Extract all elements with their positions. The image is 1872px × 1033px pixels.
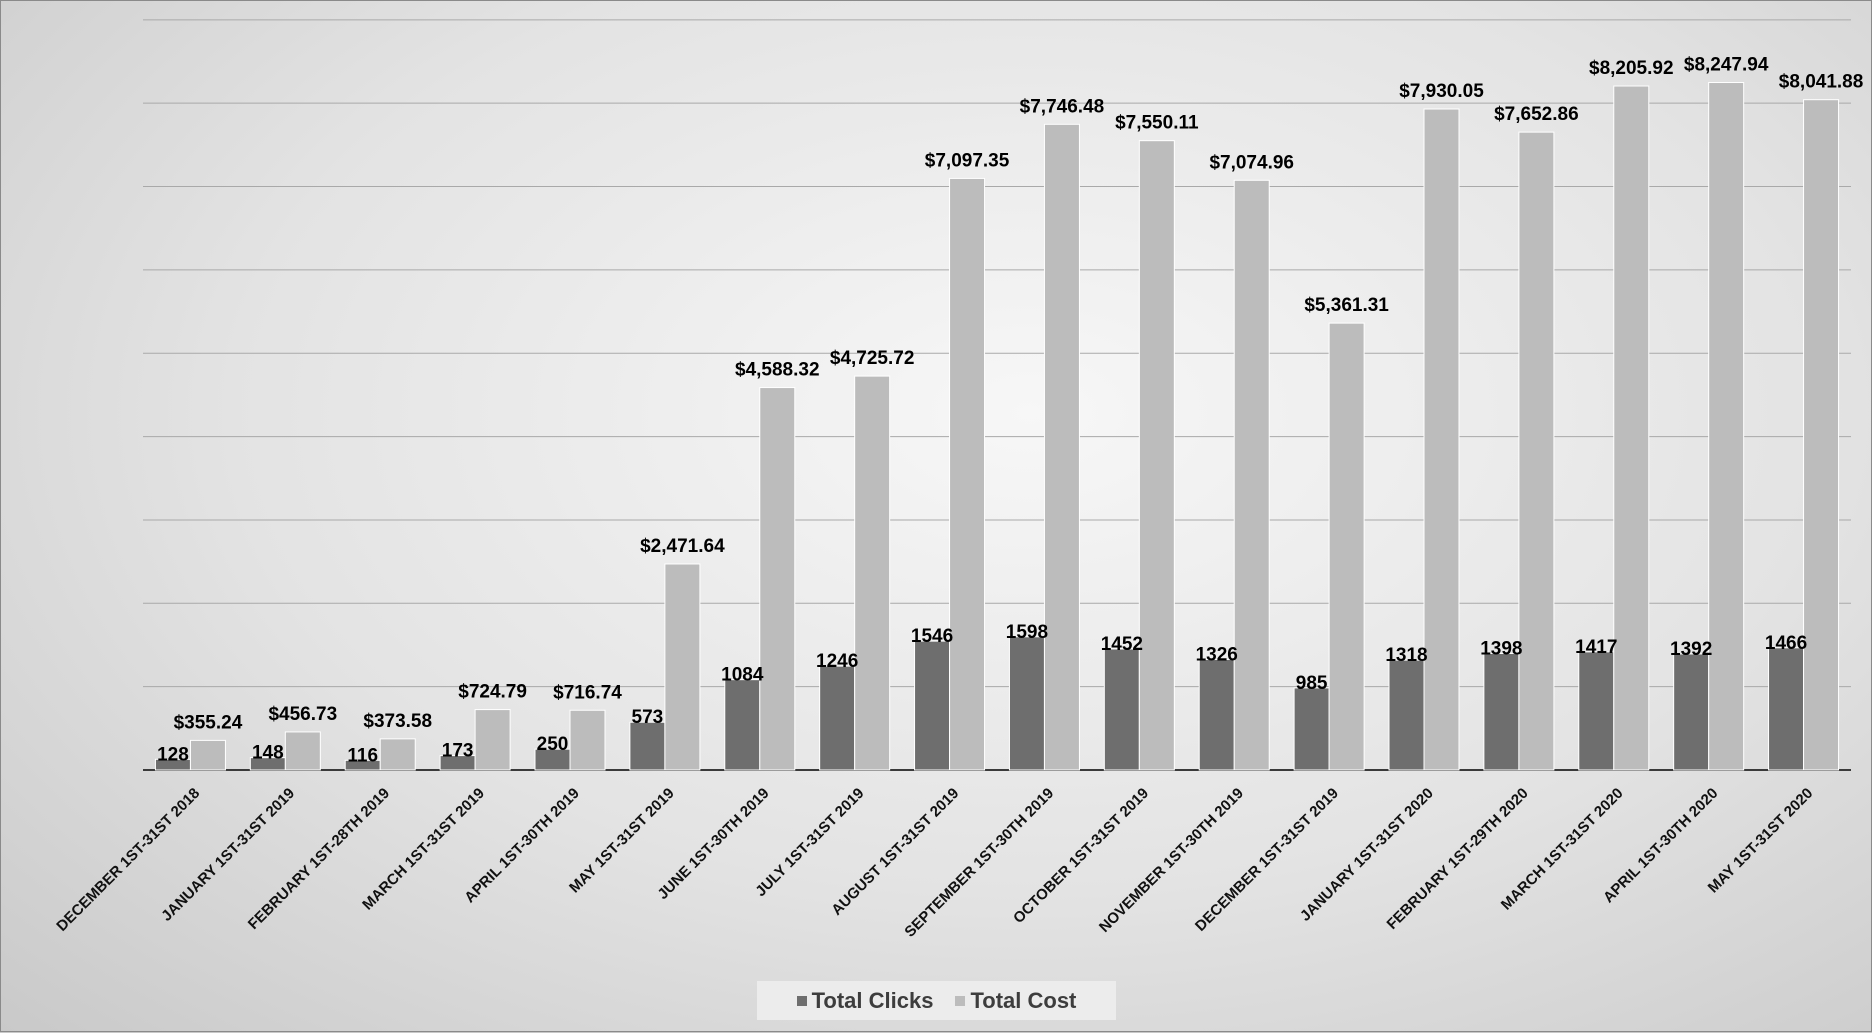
bar-total-cost	[759, 387, 796, 771]
bar-total-cost	[1803, 99, 1840, 771]
bar-total-cost	[854, 375, 891, 771]
data-label-total-clicks: 148	[252, 743, 284, 764]
legend-label-total-cost: Total Cost	[970, 987, 1077, 1013]
data-label-total-cost: $7,746.48	[1020, 96, 1105, 117]
data-label-total-cost: $4,588.32	[735, 360, 820, 381]
data-label-total-clicks: 1318	[1385, 645, 1427, 666]
data-label-total-cost: $8,247.94	[1684, 55, 1769, 76]
data-label-total-clicks: 1084	[721, 665, 764, 686]
data-label-total-cost: $8,041.88	[1779, 72, 1864, 93]
data-label-total-cost: $355.24	[174, 712, 243, 733]
bar-total-clicks	[1103, 648, 1140, 771]
bar-layer	[154, 82, 1840, 771]
x-axis-tick-label: MAY 1ST-31ST 2020	[1705, 785, 1817, 897]
x-axis-tick-label: MAY 1ST-31ST 2019	[566, 785, 678, 897]
bar-total-cost	[664, 563, 701, 771]
data-label-total-clicks: 1392	[1670, 639, 1712, 660]
bar-total-cost	[949, 177, 986, 771]
data-label-total-cost: $456.73	[268, 704, 337, 725]
data-label-total-cost: $7,097.35	[925, 150, 1010, 171]
data-label-total-cost: $7,074.96	[1209, 152, 1294, 173]
data-label-total-clicks: 1466	[1765, 633, 1807, 654]
bar-total-cost	[1518, 131, 1555, 771]
data-label-total-clicks: 173	[442, 741, 474, 762]
bar-total-cost	[1423, 108, 1460, 771]
bar-total-cost	[284, 731, 321, 771]
bar-total-clicks	[1578, 651, 1615, 771]
data-label-total-clicks: 1452	[1101, 634, 1143, 655]
bar-total-clicks	[1483, 652, 1520, 771]
bar-total-clicks	[914, 640, 951, 771]
data-label-total-cost: $724.79	[458, 682, 527, 703]
data-label-total-cost: $7,652.86	[1494, 104, 1579, 125]
legend-swatch-total-cost	[955, 995, 966, 1006]
data-label-total-cost: $4,725.72	[830, 348, 915, 369]
bar-total-cost	[1328, 322, 1365, 771]
data-label-total-clicks: 250	[537, 734, 569, 755]
data-label-total-clicks: 116	[347, 745, 378, 766]
data-label-total-clicks: 128	[157, 744, 189, 765]
data-label-total-clicks: 1326	[1196, 644, 1238, 665]
bar-total-cost	[474, 709, 511, 771]
bar-total-cost	[1613, 85, 1650, 771]
legend: Total Clicks Total Cost	[757, 981, 1116, 1020]
bar-total-clicks	[724, 679, 761, 771]
bar-total-clicks	[1768, 647, 1805, 771]
data-label-total-clicks: 1398	[1480, 638, 1522, 659]
data-label-total-clicks: 573	[632, 707, 664, 728]
x-axis-tick-label: JULY 1ST-31ST 2019	[752, 785, 867, 900]
grid-layer	[143, 19, 1851, 771]
legend-swatch-total-clicks	[796, 995, 807, 1006]
value-label-layer: 128 $355.24 148 $456.73 116 $373.58 173 $724.79…	[157, 55, 1863, 767]
bar-total-cost	[569, 709, 606, 771]
bar-total-cost	[189, 739, 226, 771]
bar-total-clicks	[1198, 658, 1235, 771]
data-label-total-cost: $2,471.64	[640, 536, 725, 557]
data-label-total-cost: $8,205.92	[1589, 58, 1674, 79]
data-label-total-cost: $373.58	[363, 711, 432, 732]
bar-total-clicks	[1673, 653, 1710, 771]
bar-total-clicks	[1008, 636, 1045, 771]
bar-total-clicks	[1388, 659, 1425, 771]
data-label-total-clicks: 1417	[1575, 637, 1617, 658]
bar-total-clicks	[629, 721, 666, 771]
bar-total-cost	[379, 738, 416, 771]
bar-total-cost	[1708, 82, 1745, 771]
bar-total-cost	[1233, 179, 1270, 771]
x-axis-tick-label: SEPTEMBER 1ST-30TH 2019	[901, 785, 1057, 941]
bar-total-cost	[1043, 123, 1080, 771]
legend-item-total-clicks[interactable]: Total Clicks	[796, 987, 934, 1014]
bar-total-cost	[1138, 140, 1175, 771]
data-label-total-cost: $5,361.31	[1304, 295, 1389, 316]
data-label-total-clicks: 1246	[816, 651, 858, 672]
data-label-total-cost: $7,930.05	[1399, 81, 1484, 102]
data-label-total-cost: $716.74	[553, 682, 622, 703]
data-label-total-cost: $7,550.11	[1115, 113, 1199, 134]
legend-item-total-cost[interactable]: Total Cost	[955, 988, 1076, 1014]
data-label-total-clicks: 1546	[911, 626, 953, 647]
data-label-total-clicks: 985	[1296, 673, 1328, 694]
data-label-total-clicks: 1598	[1006, 622, 1048, 643]
bar-total-clicks	[819, 665, 856, 771]
bar-total-clicks	[1293, 687, 1330, 771]
legend-label-total-clicks: Total Clicks	[811, 987, 934, 1013]
